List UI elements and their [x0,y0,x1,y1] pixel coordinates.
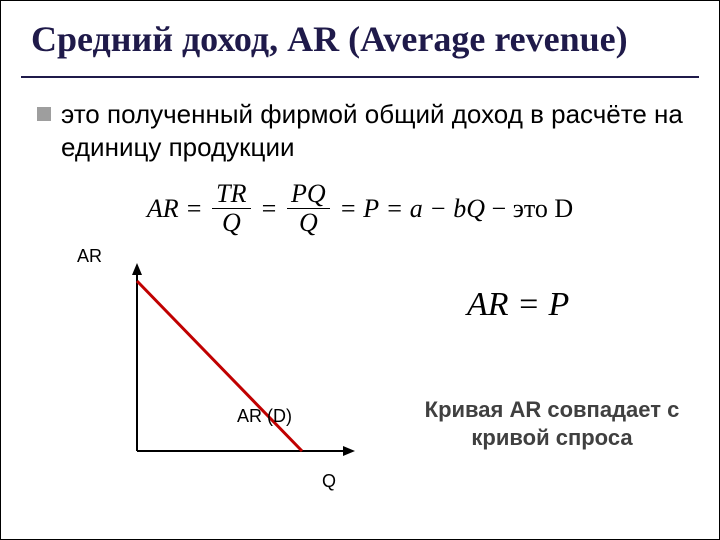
definition-text: это полученный фирмой общий доход в расч… [61,98,683,163]
frac1-den: Q [212,209,250,236]
frac2-num: PQ [287,181,330,209]
frac1-num: TR [212,181,250,209]
frac2-den: Q [287,209,330,236]
arrow-x-icon [343,446,355,456]
formula-rhs1: P [363,194,379,224]
equation-ar-equals-p: AR = P [467,286,569,324]
bullet-icon [37,107,51,121]
definition-row: это полученный фирмой общий доход в расч… [37,98,683,163]
page-title: Средний доход, AR (Average revenue) [31,19,689,60]
chart-caption: Кривая AR совпадает с кривой спроса [407,396,697,451]
formula-lhs: AR [147,194,179,224]
ar-line-label: AR (D) [237,406,292,427]
formula-main: AR = TR Q = PQ Q = P = a − bQ − это D [37,181,683,236]
arrow-y-icon [132,263,142,275]
ar-chart [77,251,377,481]
formula-frac2: PQ Q [287,181,330,236]
axis-x-label: Q [322,471,336,492]
formula-tail: − это D [492,194,574,224]
formula-rhs2: a − bQ [410,194,485,224]
formula-frac1: TR Q [212,181,250,236]
